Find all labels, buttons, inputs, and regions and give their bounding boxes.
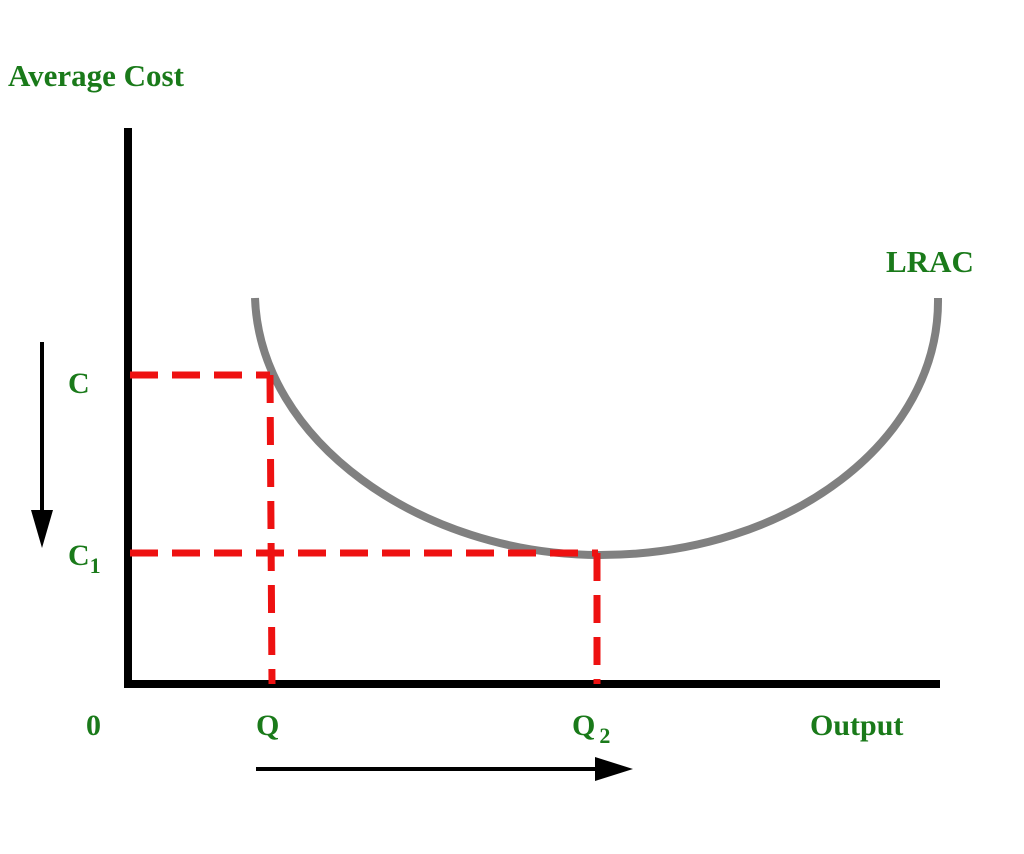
qty-q2-main: Q bbox=[572, 709, 595, 742]
cost-c1-label: C1 bbox=[68, 539, 101, 578]
y-axis-label: Average Cost bbox=[8, 58, 185, 93]
guide-q-vertical bbox=[266, 374, 276, 685]
cost-c-label: C bbox=[68, 367, 90, 400]
lrac-label: LRAC bbox=[886, 244, 974, 279]
cost-c1-subscript: 1 bbox=[90, 553, 101, 578]
cost-decrease-arrow-head bbox=[31, 510, 53, 548]
qty-q2-subscript: 2 bbox=[599, 723, 610, 748]
x-axis-label: Output bbox=[810, 709, 903, 742]
qty-q-label: Q bbox=[256, 709, 279, 742]
lrac-curve bbox=[251, 297, 943, 560]
origin-label: 0 bbox=[86, 709, 101, 742]
cost-c1-main: C bbox=[68, 539, 90, 572]
output-increase-arrow-head bbox=[595, 757, 633, 781]
